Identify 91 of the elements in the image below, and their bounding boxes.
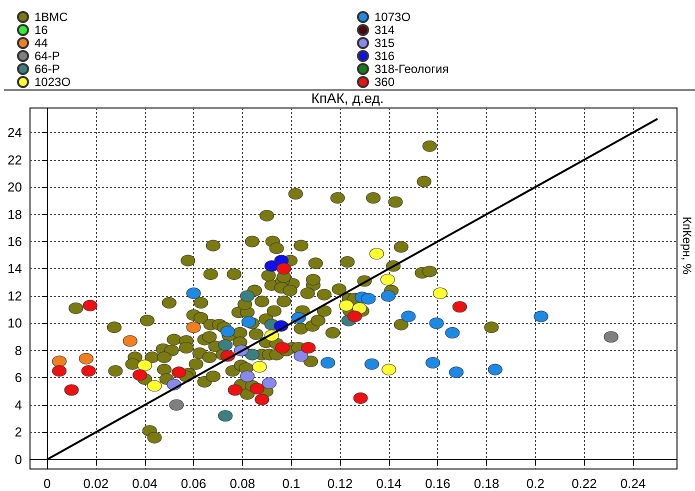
- point: [380, 290, 396, 302]
- point: [172, 366, 186, 378]
- point: [132, 369, 148, 381]
- point: [244, 348, 260, 360]
- x-tick-label: 0.18: [474, 476, 500, 491]
- point: [81, 365, 96, 377]
- legend-label: 315: [374, 36, 395, 50]
- point: [364, 358, 380, 370]
- legend-label: 318-Геология: [374, 62, 449, 76]
- point: [264, 260, 279, 272]
- legend-label: 316: [374, 49, 395, 63]
- point: [254, 394, 270, 406]
- point: [147, 380, 162, 392]
- y-tick-label: 2: [14, 424, 22, 440]
- point: [382, 364, 396, 376]
- point: [294, 350, 308, 362]
- point: [432, 288, 448, 300]
- point: [240, 370, 255, 382]
- point: [186, 288, 201, 300]
- x-tick-label: 0.1: [282, 476, 300, 491]
- point: [449, 366, 464, 378]
- point: [228, 384, 242, 396]
- y-tick-label: 4: [14, 397, 22, 412]
- y-tick-label: 18: [8, 206, 22, 222]
- y-tick-label: 20: [8, 180, 22, 195]
- point: [122, 335, 138, 347]
- y-tick-label: 8: [14, 342, 22, 358]
- y-tick-label: 14: [8, 261, 22, 276]
- legend-label: 64-Р: [34, 49, 60, 63]
- point: [169, 399, 184, 411]
- x-tick-label: 0.24: [620, 476, 646, 491]
- point: [452, 301, 467, 313]
- y-tick-label: 16: [8, 234, 22, 249]
- point: [604, 331, 618, 343]
- point: [218, 410, 233, 422]
- point: [250, 382, 264, 394]
- point: [240, 290, 255, 302]
- legend-label: 44: [34, 36, 48, 50]
- y-axis-title: КпКерн, %: [680, 216, 694, 275]
- legend-label: 1023О: [34, 75, 71, 89]
- x-tick-label: 0.08: [230, 476, 256, 491]
- y-tick-label: 22: [8, 152, 22, 168]
- point: [347, 310, 362, 322]
- point: [52, 365, 67, 377]
- legend-label: 1BMC: [34, 10, 68, 24]
- x-tick-label: 0.04: [132, 476, 158, 491]
- point: [401, 310, 416, 322]
- point: [426, 356, 440, 368]
- point: [82, 300, 98, 312]
- legend-label: 16: [34, 23, 48, 37]
- point: [138, 360, 152, 372]
- y-tick-label: 24: [8, 125, 22, 140]
- point: [242, 316, 256, 328]
- point: [52, 356, 67, 368]
- legend-label: 66-Р: [34, 62, 60, 76]
- point: [252, 361, 267, 373]
- point: [380, 274, 395, 286]
- y-tick-label: 6: [14, 370, 22, 386]
- point: [218, 339, 233, 351]
- y-tick-label: 10: [8, 316, 22, 331]
- x-tick-label: 0.2: [526, 476, 544, 491]
- point: [369, 248, 384, 260]
- point: [275, 342, 290, 354]
- point: [220, 326, 236, 338]
- legend-label: 314: [374, 23, 395, 37]
- legend-label: 1073О: [374, 10, 411, 24]
- x-tick-label: 0.06: [180, 476, 206, 491]
- point: [262, 377, 277, 389]
- point: [361, 292, 376, 304]
- x-tick-label: 0.22: [572, 476, 597, 491]
- x-tick-label: 0.14: [376, 476, 402, 491]
- point: [488, 364, 502, 376]
- legend-label: 360: [374, 75, 395, 89]
- point: [429, 317, 444, 329]
- point: [78, 352, 94, 364]
- point: [445, 327, 460, 339]
- point: [353, 392, 368, 404]
- point: [186, 322, 201, 334]
- point: [534, 310, 548, 322]
- point: [276, 263, 292, 274]
- y-tick-label: 12: [8, 288, 22, 304]
- x-axis-title: КпАК, д.ед.: [311, 90, 384, 106]
- point: [301, 342, 316, 354]
- x-tick-label: 0.16: [425, 476, 450, 491]
- point: [320, 356, 336, 368]
- x-tick-label: 0.02: [83, 476, 109, 491]
- x-tick-label: 0: [43, 476, 51, 491]
- y-tick-label: 0: [14, 452, 22, 467]
- x-tick-label: 0.12: [327, 476, 353, 491]
- point: [64, 384, 79, 396]
- point: [339, 300, 354, 312]
